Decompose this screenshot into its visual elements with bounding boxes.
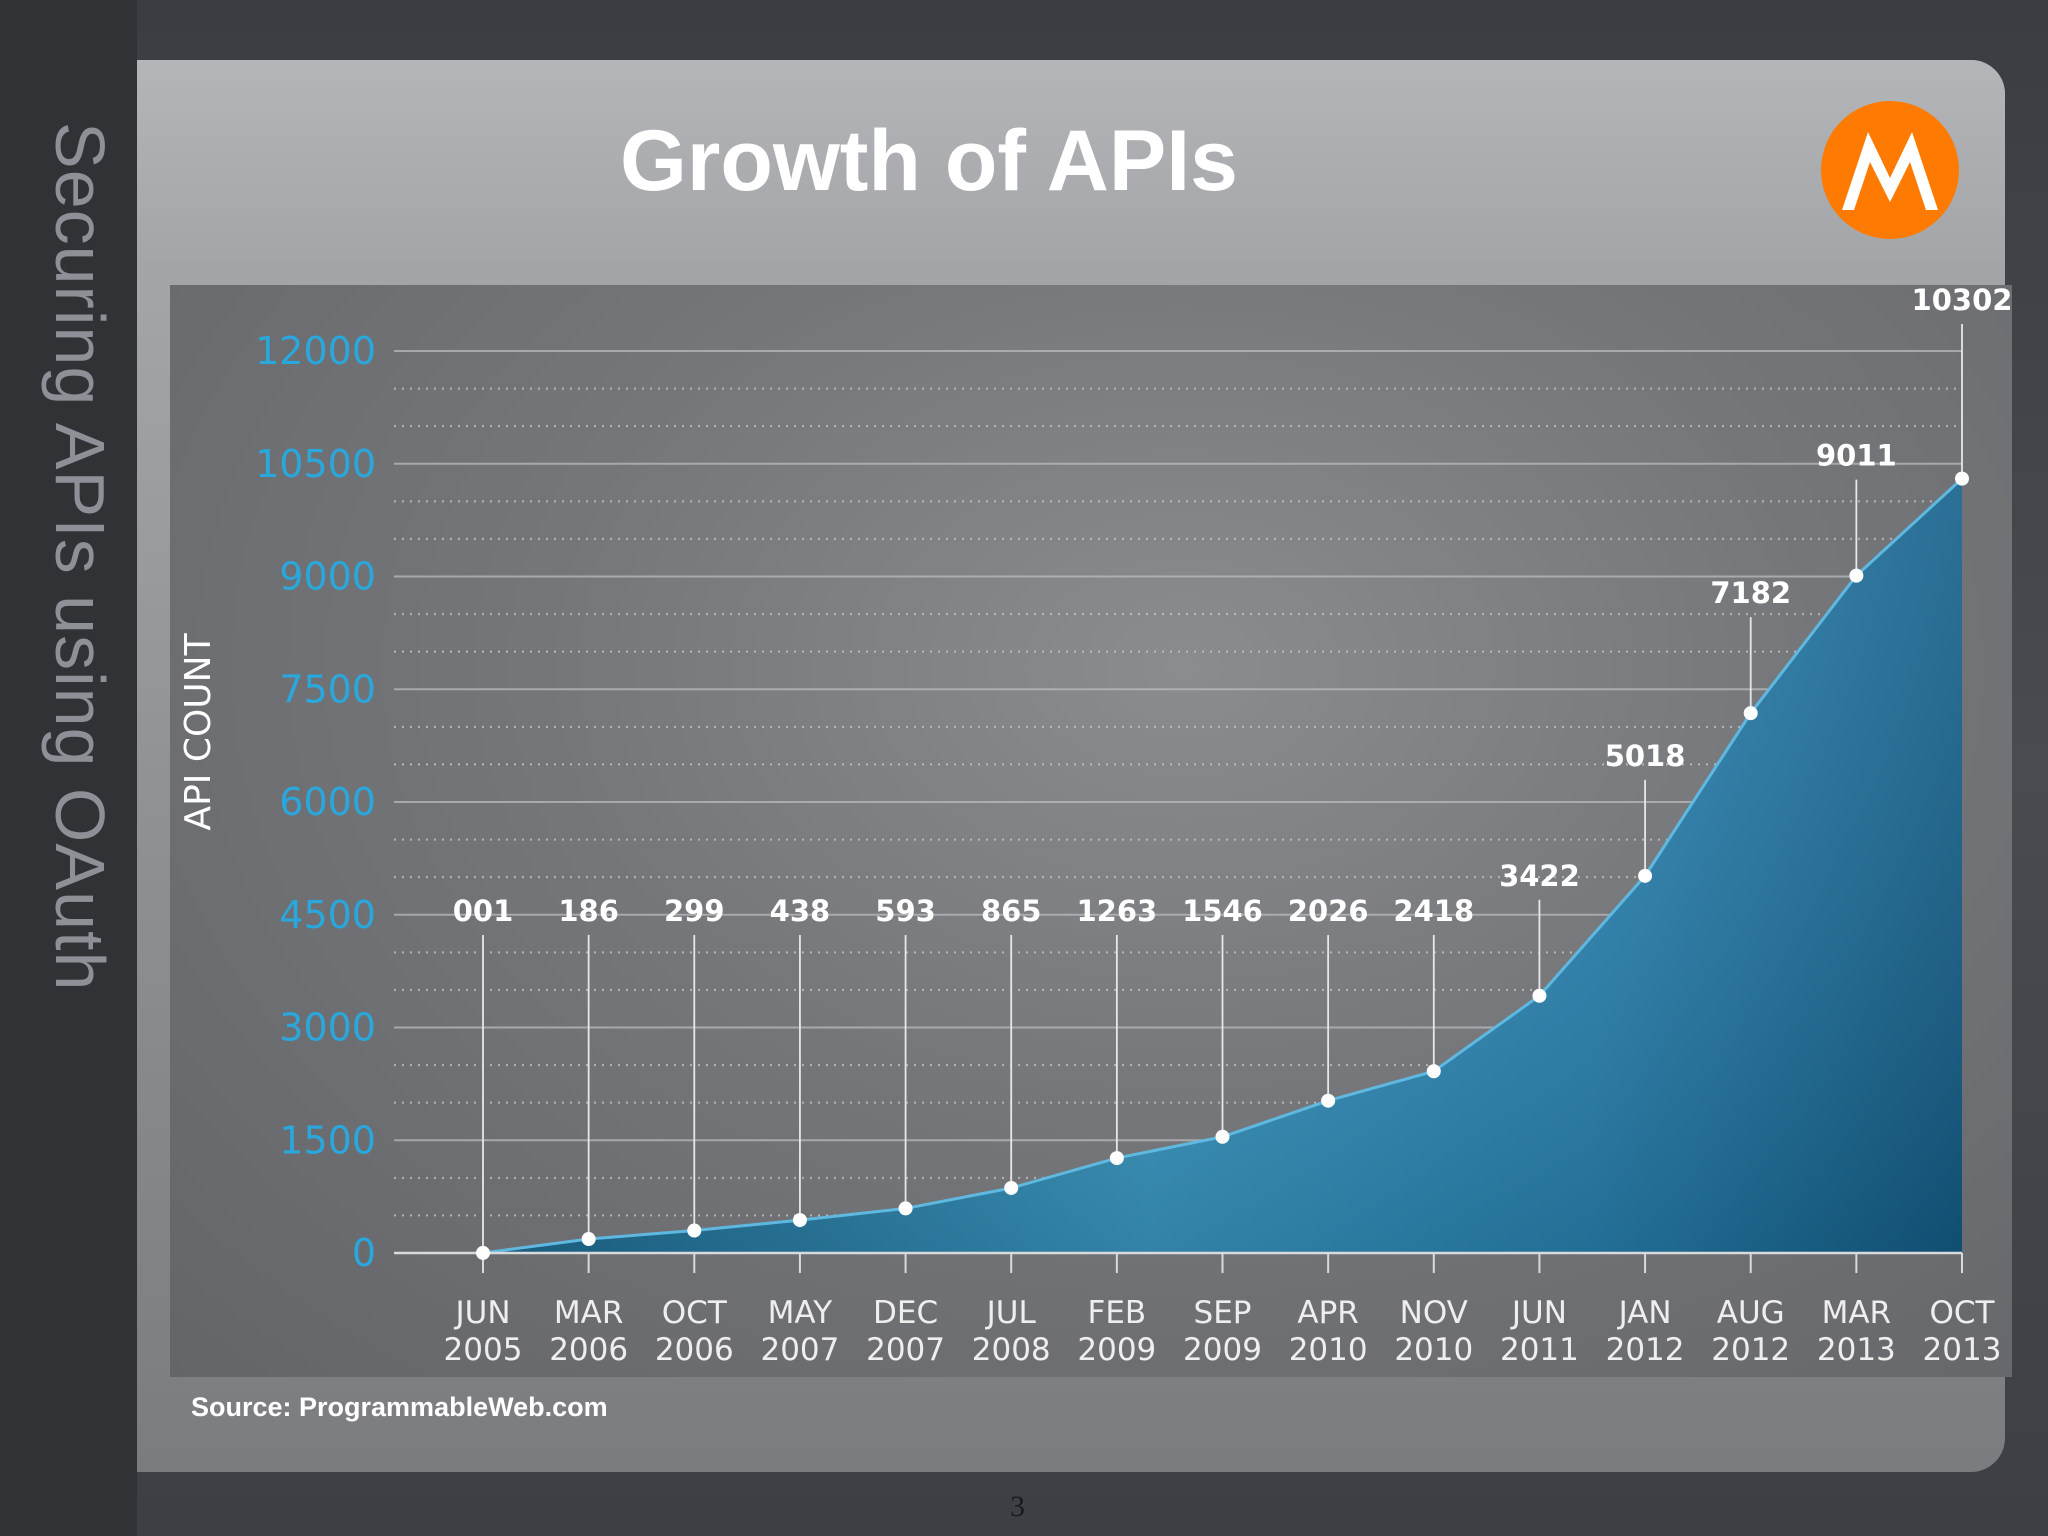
data-point: [1849, 568, 1864, 583]
x-tick-label-month: JUL: [985, 1295, 1037, 1331]
x-tick-label-year: 2013: [1923, 1332, 2002, 1368]
y-tick-label: 3000: [279, 1006, 376, 1050]
data-label: 3422: [1499, 859, 1580, 893]
title-bar: [137, 60, 2005, 276]
slide-title: Growth of APIs: [620, 113, 1238, 209]
motorola-logo-icon: [1821, 101, 1959, 239]
y-tick-label: 10500: [255, 442, 376, 486]
data-label: 438: [770, 894, 831, 928]
logo-m-mark: [1842, 132, 1938, 210]
x-tick-label-month: JUN: [453, 1295, 510, 1331]
source-note: Source: ProgrammableWeb.com: [191, 1392, 608, 1422]
data-point: [581, 1232, 596, 1247]
data-label: 9011: [1816, 439, 1897, 473]
x-tick-label-year: 2011: [1500, 1332, 1579, 1368]
data-label: 001: [453, 894, 514, 928]
x-tick-label-year: 2006: [655, 1332, 734, 1368]
vertical-presentation-title: Securing APIs using OAuth: [41, 122, 119, 992]
x-tick-label-month: DEC: [873, 1295, 938, 1331]
data-label: 186: [558, 894, 619, 928]
x-tick-label-month: SEP: [1194, 1295, 1252, 1331]
data-point: [687, 1223, 702, 1238]
data-label: 1263: [1076, 894, 1157, 928]
data-label: 593: [875, 894, 936, 928]
x-tick-label-month: JAN: [1617, 1295, 1672, 1331]
page-number: 3: [1010, 1490, 1025, 1523]
data-point: [1004, 1180, 1019, 1195]
x-tick-label-month: NOV: [1400, 1295, 1468, 1331]
x-tick-label-year: 2007: [760, 1332, 839, 1368]
api-growth-chart: 0 1500 3000 4500 6000 7500 9000 10500 12000 API C…: [178, 285, 2012, 1368]
x-tick-label-year: 2007: [866, 1332, 945, 1368]
data-point: [1215, 1129, 1230, 1144]
x-tick-label-month: OCT: [662, 1295, 728, 1331]
data-label: 299: [664, 894, 725, 928]
data-label: 5018: [1605, 739, 1686, 773]
x-tick-label-year: 2006: [549, 1332, 628, 1368]
data-point: [898, 1201, 913, 1216]
x-tick-label-month: OCT: [1930, 1295, 1996, 1331]
data-point: [1426, 1064, 1441, 1079]
y-tick-label: 7500: [279, 667, 376, 711]
y-tick-label: 0: [352, 1231, 376, 1275]
x-tick-label-year: 2010: [1289, 1332, 1368, 1368]
x-tick-label-month: JUN: [1510, 1295, 1567, 1331]
data-label: 1546: [1182, 894, 1263, 928]
data-label: 865: [981, 894, 1042, 928]
x-tick-label-year: 2012: [1606, 1332, 1685, 1368]
left-band: [0, 0, 137, 1536]
x-tick-label-year: 2012: [1711, 1332, 1790, 1368]
data-point: [792, 1213, 807, 1228]
y-tick-label: 4500: [279, 893, 376, 937]
y-tick-label: 1500: [279, 1118, 376, 1162]
data-label: 2418: [1393, 894, 1474, 928]
x-tick-label-year: 2008: [972, 1332, 1051, 1368]
x-tick-label-month: AUG: [1717, 1295, 1785, 1331]
x-tick-label-month: MAY: [768, 1295, 833, 1331]
x-tick-label-year: 2005: [444, 1332, 523, 1368]
data-label: 7182: [1710, 576, 1791, 610]
data-point: [1532, 988, 1547, 1003]
data-point: [1638, 868, 1653, 883]
x-tick-label-year: 2010: [1394, 1332, 1473, 1368]
logo-circle: [1821, 101, 1959, 239]
x-tick-label-month: FEB: [1088, 1295, 1147, 1331]
data-point: [1955, 471, 1969, 486]
data-label: 2026: [1288, 894, 1369, 928]
y-tick-label: 6000: [279, 780, 376, 824]
data-point: [1321, 1093, 1336, 1108]
x-tick-label-year: 2013: [1817, 1332, 1896, 1368]
area-shade: [483, 478, 1962, 1253]
x-tick-label-month: APR: [1297, 1295, 1358, 1331]
data-label: 10302: [1912, 285, 2012, 317]
x-tick-label-year: 2009: [1183, 1332, 1262, 1368]
data-point: [1109, 1151, 1124, 1166]
y-axis-title: API COUNT: [178, 632, 219, 830]
y-tick-label: 9000: [279, 555, 376, 599]
x-tick-label-month: MAR: [1822, 1295, 1892, 1331]
x-tick-label-year: 2009: [1077, 1332, 1156, 1368]
y-tick-label: 12000: [255, 329, 376, 373]
chart-area: 0 1500 3000 4500 6000 7500 9000 10500 12000 API C…: [170, 285, 2012, 1377]
x-tick-label-month: MAR: [554, 1295, 624, 1331]
data-point: [1743, 706, 1758, 721]
data-point: [476, 1245, 490, 1260]
